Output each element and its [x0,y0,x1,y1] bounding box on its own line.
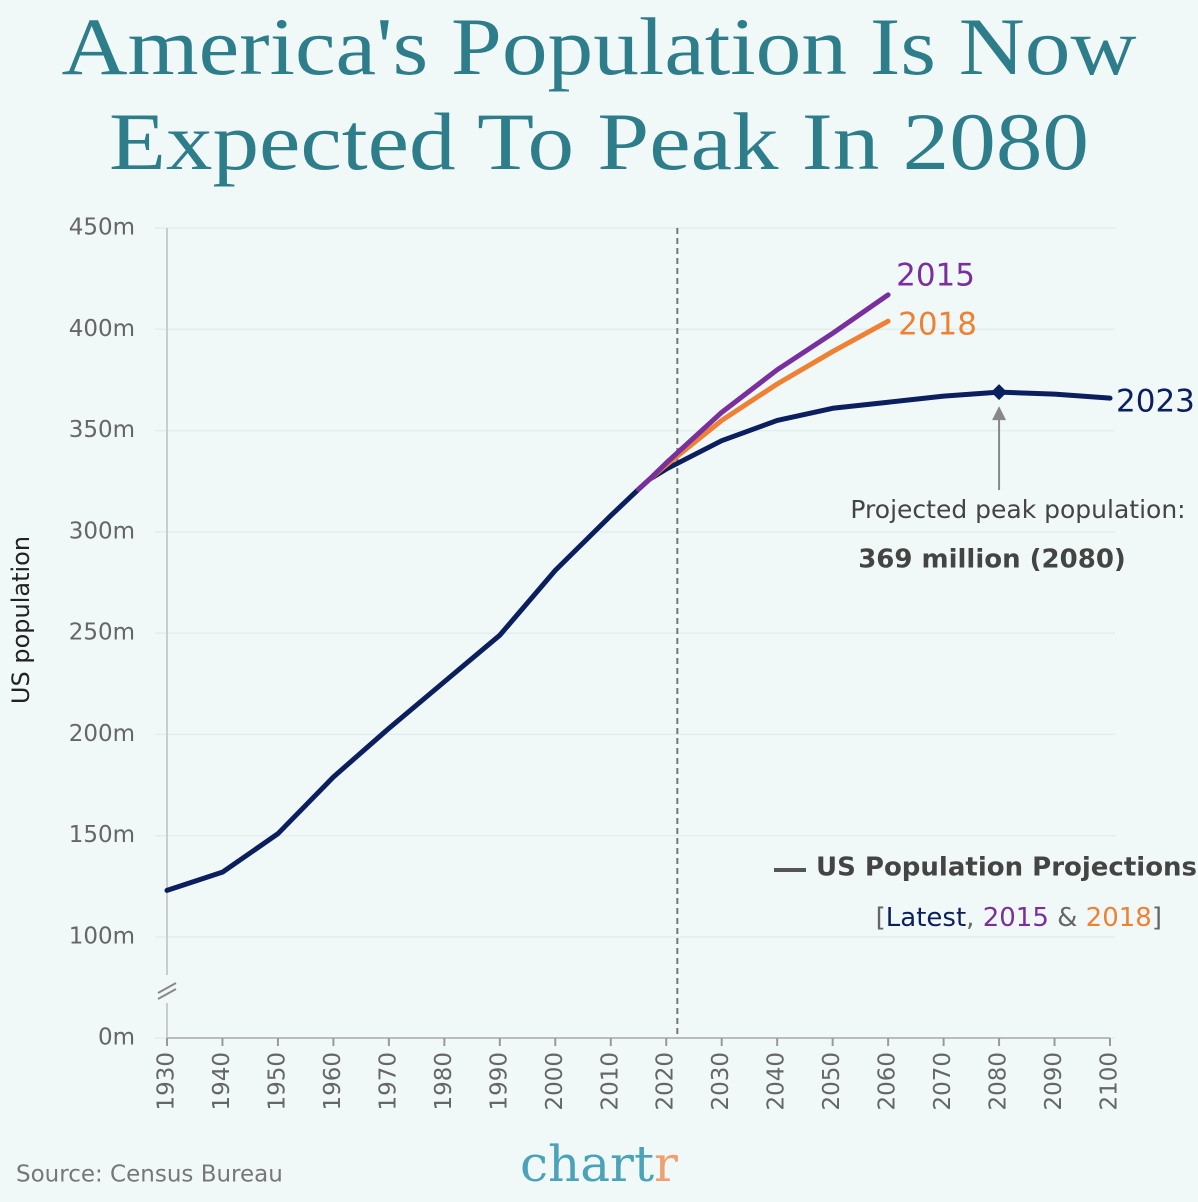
legend-note-part: ] [1152,903,1162,933]
series-label: 2018 [898,307,977,343]
y-tick-label: 450m [69,215,135,241]
series-line [636,292,891,492]
x-tick-label: 2000 [542,1052,568,1111]
x-tick-label: 2080 [986,1052,1012,1111]
x-tick-label: 1930 [154,1052,180,1111]
x-tick-label: 1940 [209,1052,235,1111]
x-tick-label: 2070 [930,1052,956,1111]
legend-note-part: [ [876,903,886,933]
y-axis-label: US population [7,536,35,704]
y-tick-label: 350m [69,417,135,443]
x-tick-label: 1970 [375,1052,401,1111]
y-tick-label: 300m [69,518,135,544]
x-tick-label: 2100 [1097,1052,1123,1111]
y-tick-label: 150m [69,822,135,848]
y-tick-label: 200m [69,721,135,747]
logo: chartr [520,1135,678,1193]
x-tick-label: 1960 [320,1052,346,1111]
y-tick-label: 250m [69,620,135,646]
x-tick-label: 2020 [653,1052,679,1111]
chart-title: Expected To Peak In 2080 [109,96,1089,187]
x-tick-label: 1980 [431,1052,457,1111]
peak-marker [991,384,1008,401]
logo-part: chart [520,1135,654,1193]
y-tick-label: 0m [98,1025,135,1051]
axis-break [157,982,177,994]
y-tick-label: 400m [69,316,135,342]
legend-note-part: & [1049,903,1086,933]
chart-title: America's Population Is Now [62,1,1137,92]
legend-title: US Population Projections [816,853,1197,883]
legend-note-part: 2015 [983,903,1049,933]
legend-note-part: , [966,903,983,933]
x-tick-label: 2050 [819,1052,845,1111]
legend-note-part: 2018 [1086,903,1152,933]
annotation: Projected peak population: [850,495,1185,524]
x-tick-label: 2060 [875,1052,901,1111]
legend-note-part: Latest [886,903,966,933]
annotation-arrowhead [992,406,1007,421]
x-tick-label: 2030 [708,1052,734,1111]
x-tick-label: 2010 [597,1052,623,1111]
logo-part: r [654,1135,678,1193]
axis-break [157,988,177,1000]
x-tick-label: 1990 [486,1052,512,1111]
x-tick-label: 2040 [764,1052,790,1111]
series-label: 2023 [1116,384,1195,420]
x-tick-label: 2090 [1041,1052,1067,1111]
y-tick-label: 100m [69,924,135,950]
legend-note: [Latest, 2015 & 2018] [876,903,1162,933]
annotation: 369 million (2080) [858,545,1126,575]
source: Source: Census Bureau [16,1162,283,1188]
series-label: 2015 [896,257,975,293]
x-tick-label: 1950 [264,1052,290,1111]
